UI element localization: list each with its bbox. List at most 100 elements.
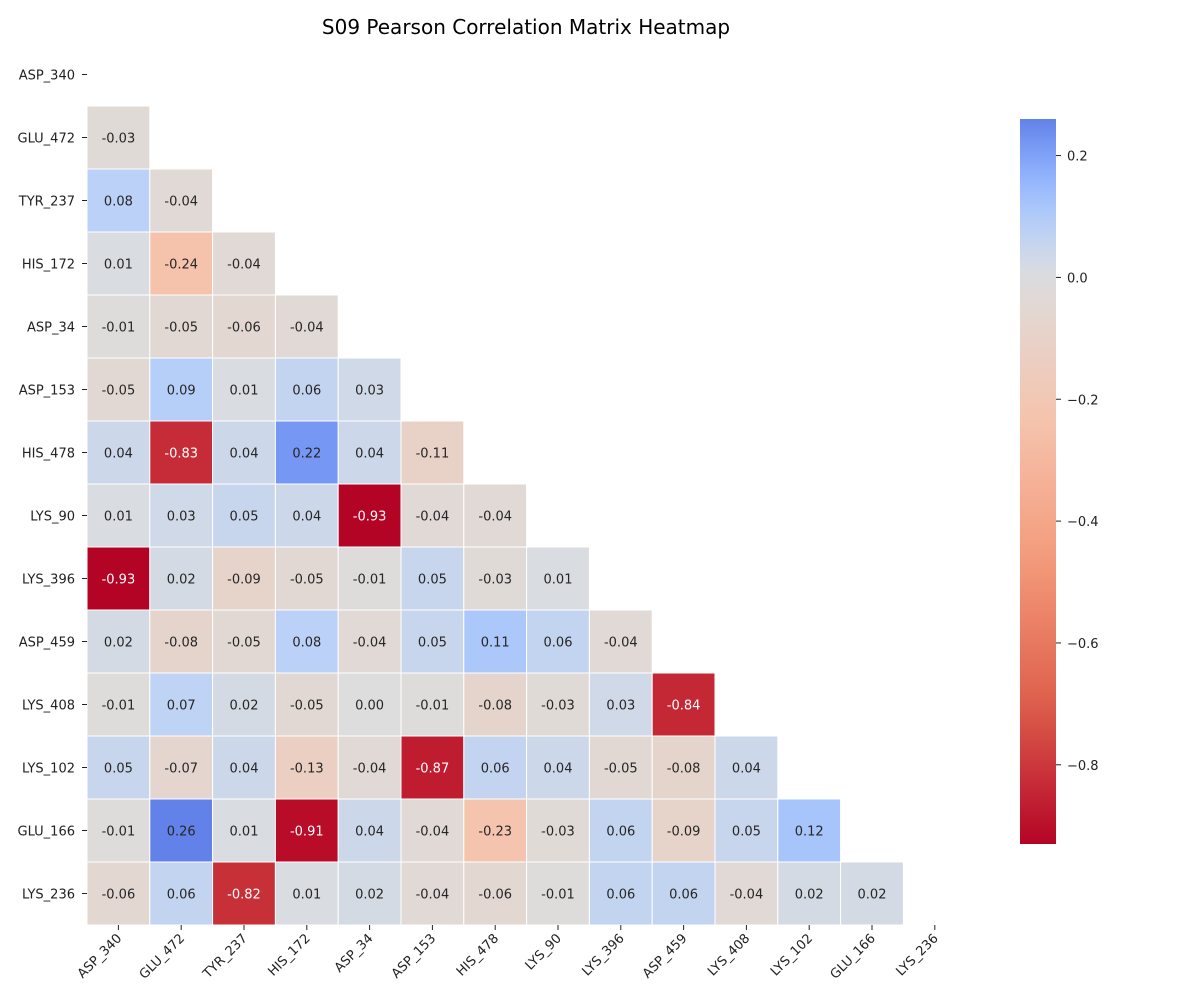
cell-value-label: 0.05 bbox=[230, 510, 259, 525]
heatmap-cell bbox=[149, 420, 214, 485]
heatmap-cell bbox=[86, 231, 151, 296]
heatmap-cell bbox=[400, 861, 465, 926]
heatmap-cell bbox=[651, 672, 716, 737]
heatmap-cell bbox=[274, 483, 339, 548]
y-tick-label: HIS_172 bbox=[22, 258, 75, 273]
cell-value-label: 0.06 bbox=[167, 888, 196, 903]
cell-value-label: -0.03 bbox=[541, 699, 575, 714]
cell-value-label: 0.05 bbox=[418, 573, 447, 588]
cell-value-label: -0.06 bbox=[478, 888, 512, 903]
heatmap-cell bbox=[337, 672, 402, 737]
cell-value-label: -0.05 bbox=[290, 699, 324, 714]
cell-value-label: -0.01 bbox=[102, 825, 136, 840]
cell-value-label: -0.06 bbox=[227, 321, 261, 336]
cell-value-label: -0.83 bbox=[164, 447, 198, 462]
heatmap-cell bbox=[651, 861, 716, 926]
cell-value-label: -0.01 bbox=[541, 888, 575, 903]
heatmap-cell bbox=[463, 483, 528, 548]
colorbar: 0.2 0.0 −0.2 −0.4 −0.6 −0.8 bbox=[1020, 119, 1099, 844]
heatmap-cell bbox=[840, 861, 904, 926]
cell-value-label: -0.01 bbox=[353, 573, 387, 588]
cell-value-label: -0.09 bbox=[667, 825, 701, 840]
y-tick-label: GLU_472 bbox=[18, 132, 76, 147]
heatmap-cell bbox=[149, 483, 214, 548]
cell-value-label: 0.06 bbox=[292, 384, 321, 399]
heatmap-cell bbox=[400, 420, 465, 485]
cell-value-label: -0.03 bbox=[478, 573, 512, 588]
heatmap-cell bbox=[274, 357, 339, 422]
cell-value-label: -0.05 bbox=[604, 762, 638, 777]
heatmap-cell bbox=[526, 546, 590, 611]
x-tick-label: ASP_34 bbox=[332, 931, 377, 976]
cell-value-label: 0.04 bbox=[544, 762, 573, 777]
heatmap-cell bbox=[274, 672, 339, 737]
cell-value-label: 0.04 bbox=[104, 447, 133, 462]
heatmap-cell bbox=[274, 861, 339, 926]
heatmap-cell bbox=[588, 798, 653, 863]
heatmap-cell bbox=[86, 168, 151, 233]
x-tick-label: HIS_172 bbox=[265, 931, 313, 979]
heatmap-cell bbox=[400, 735, 465, 800]
heatmap-cell bbox=[526, 672, 590, 737]
cell-value-label: -0.03 bbox=[102, 132, 136, 147]
heatmap-cell bbox=[337, 420, 402, 485]
heatmap-cell bbox=[463, 609, 528, 674]
cell-value-label: -0.05 bbox=[164, 321, 198, 336]
heatmap-cell bbox=[86, 798, 151, 863]
y-tick-label: TYR_237 bbox=[18, 195, 75, 210]
heatmap-cell bbox=[149, 672, 214, 737]
cell-value-label: 0.07 bbox=[167, 699, 196, 714]
cell-value-label: 0.04 bbox=[355, 447, 384, 462]
cell-value-label: 0.04 bbox=[355, 825, 384, 840]
cell-value-label: -0.07 bbox=[164, 762, 198, 777]
cell-value-label: -0.04 bbox=[416, 888, 450, 903]
heatmap-cell bbox=[86, 483, 151, 548]
cell-value-label: -0.82 bbox=[227, 888, 261, 903]
y-tick-label: GLU_166 bbox=[18, 825, 76, 840]
heatmap-cell bbox=[274, 735, 339, 800]
cell-value-label: -0.13 bbox=[290, 762, 324, 777]
cell-value-label: 0.01 bbox=[104, 510, 133, 525]
cell-value-label: 0.02 bbox=[167, 573, 196, 588]
cell-value-label: -0.05 bbox=[102, 384, 136, 399]
heatmap-cell bbox=[149, 294, 214, 359]
cell-value-label: -0.04 bbox=[227, 258, 261, 273]
cell-value-label: -0.06 bbox=[102, 888, 136, 903]
heatmap-cell bbox=[86, 546, 151, 611]
heatmap-cell bbox=[86, 735, 151, 800]
cell-value-label: 0.05 bbox=[732, 825, 761, 840]
cell-value-label: -0.24 bbox=[164, 258, 198, 273]
x-tick-label: LYS_90 bbox=[523, 931, 565, 973]
x-tick-label: LYS_396 bbox=[580, 931, 628, 979]
x-tick-label: LYS_408 bbox=[705, 931, 753, 979]
y-tick-label: LYS_236 bbox=[22, 888, 75, 903]
cell-value-label: 0.02 bbox=[858, 888, 887, 903]
cell-value-label: 0.26 bbox=[167, 825, 196, 840]
heatmap-cell bbox=[149, 798, 214, 863]
cell-value-label: 0.22 bbox=[292, 447, 321, 462]
colorbar-tick-label: 0.2 bbox=[1067, 150, 1088, 165]
cell-value-label: -0.11 bbox=[416, 447, 450, 462]
heatmap-cell bbox=[777, 798, 842, 863]
cell-value-label: 0.06 bbox=[544, 636, 573, 651]
cell-value-label: 0.04 bbox=[732, 762, 761, 777]
y-tick-label: ASP_153 bbox=[19, 384, 75, 399]
cell-value-label: -0.04 bbox=[290, 321, 324, 336]
heatmap-cell bbox=[337, 861, 402, 926]
y-tick-label: LYS_408 bbox=[22, 699, 75, 714]
heatmap-cell bbox=[212, 798, 276, 863]
heatmap-cell bbox=[212, 420, 276, 485]
cell-value-label: 0.05 bbox=[418, 636, 447, 651]
cell-value-label: -0.04 bbox=[478, 510, 512, 525]
cell-value-label: 0.11 bbox=[481, 636, 510, 651]
cell-value-label: 0.05 bbox=[104, 762, 133, 777]
heatmap-cell bbox=[400, 483, 465, 548]
cell-value-label: 0.01 bbox=[104, 258, 133, 273]
heatmap-cell bbox=[212, 231, 276, 296]
heatmap-cell bbox=[86, 609, 151, 674]
heatmap-cell bbox=[526, 798, 590, 863]
cell-value-label: 0.01 bbox=[292, 888, 321, 903]
cell-value-label: 0.06 bbox=[669, 888, 698, 903]
heatmap-cell bbox=[588, 861, 653, 926]
